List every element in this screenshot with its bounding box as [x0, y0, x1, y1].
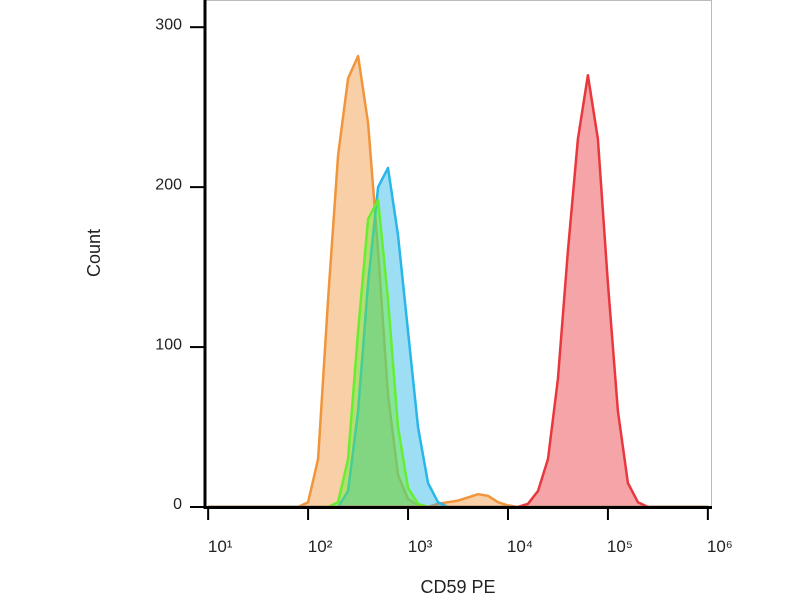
histogram-line	[208, 198, 708, 509]
y-tick-label: 300	[155, 16, 182, 33]
x-tick-label: 10⁶	[707, 537, 733, 556]
y-tick-label: 0	[173, 496, 182, 513]
y-axis-label: Count	[84, 229, 104, 277]
x-tick-label: 10²	[308, 537, 333, 556]
x-tick-label: 10⁵	[607, 537, 633, 556]
plot	[208, 54, 708, 509]
x-tick-label: 10⁴	[507, 537, 533, 556]
histogram-line	[208, 54, 708, 509]
histogram-line	[208, 166, 708, 509]
histogram-fill	[208, 56, 708, 507]
histogram-fill	[208, 75, 708, 507]
x-tick-label: 10³	[408, 537, 433, 556]
x-axis-label: CD59 PE	[420, 577, 495, 597]
histogram-fill	[208, 199, 708, 507]
x-tick-label: 10¹	[208, 537, 233, 556]
histogram-line	[208, 73, 708, 509]
y-tick-label: 100	[155, 336, 182, 353]
y-tick-label: 200	[155, 176, 182, 193]
histogram-fill	[208, 167, 708, 507]
